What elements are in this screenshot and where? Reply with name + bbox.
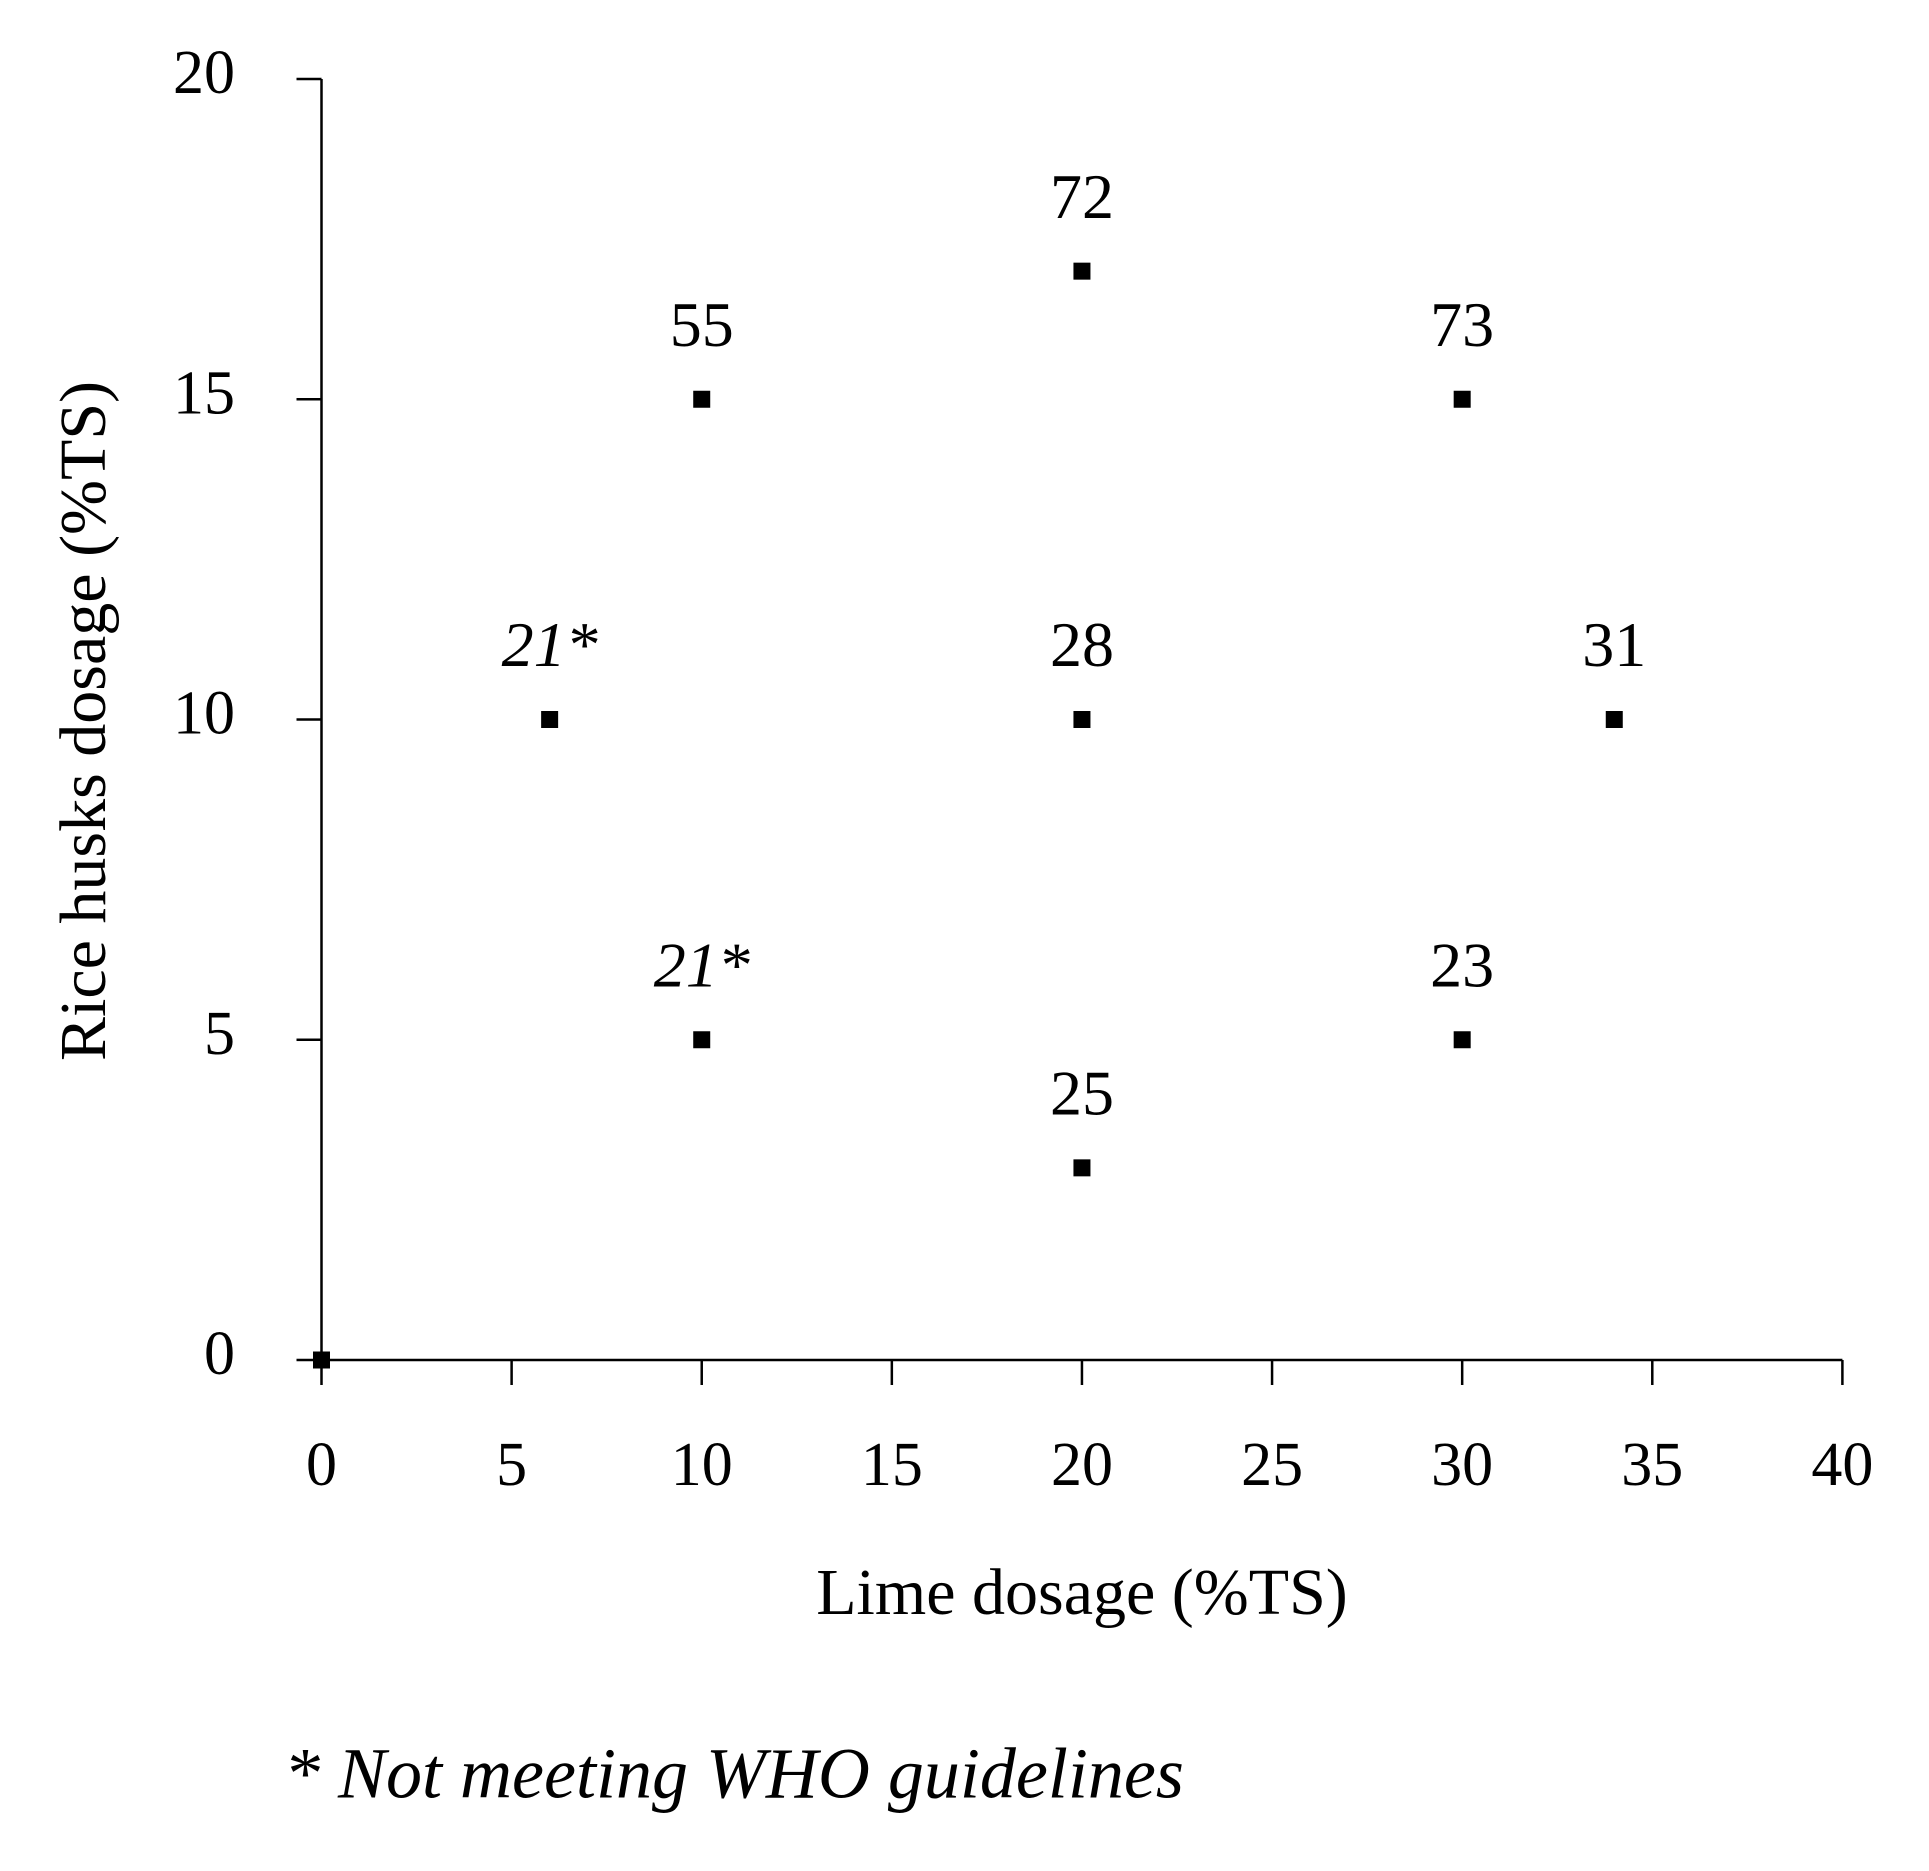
point-label: 28 [1050, 609, 1114, 680]
point-label: 31 [1582, 609, 1646, 680]
y-axis-title: Rice husks dosage (%TS) [47, 381, 120, 1061]
point-label: 25 [1050, 1058, 1114, 1129]
point [541, 711, 559, 728]
y-tick-label: 15 [173, 359, 235, 427]
footnote: * Not meeting WHO guidelines [284, 1734, 1184, 1814]
point-label: 21* [502, 609, 598, 680]
point-label: 21* [654, 929, 750, 1000]
point [693, 1031, 711, 1049]
point [1453, 1031, 1471, 1049]
point [1453, 390, 1471, 408]
point [693, 390, 711, 408]
y-tick-label: 20 [173, 39, 235, 107]
point [1605, 711, 1623, 728]
x-tick-label: 25 [1241, 1431, 1303, 1499]
x-tick-label: 0 [306, 1431, 337, 1499]
y-tick-label: 10 [173, 680, 235, 748]
x-tick-label: 15 [861, 1431, 923, 1499]
x-tick-label: 35 [1621, 1431, 1683, 1499]
point-label: 73 [1430, 289, 1494, 360]
point-label: 72 [1050, 161, 1114, 232]
x-tick-label: 10 [671, 1431, 733, 1499]
point [313, 1351, 330, 1369]
point [1073, 262, 1091, 280]
x-axis-title: Lime dosage (%TS) [816, 1556, 1348, 1629]
point [1073, 711, 1091, 728]
x-tick-label: 5 [496, 1431, 527, 1499]
point [1073, 1159, 1091, 1177]
y-tick-label: 5 [204, 1000, 235, 1068]
point-label: 55 [670, 289, 734, 360]
x-tick-label: 20 [1051, 1431, 1113, 1499]
y-tick-label: 0 [204, 1320, 235, 1388]
x-tick-label: 30 [1431, 1431, 1493, 1499]
x-tick-label: 40 [1811, 1431, 1873, 1499]
point-label: 23 [1430, 929, 1494, 1000]
